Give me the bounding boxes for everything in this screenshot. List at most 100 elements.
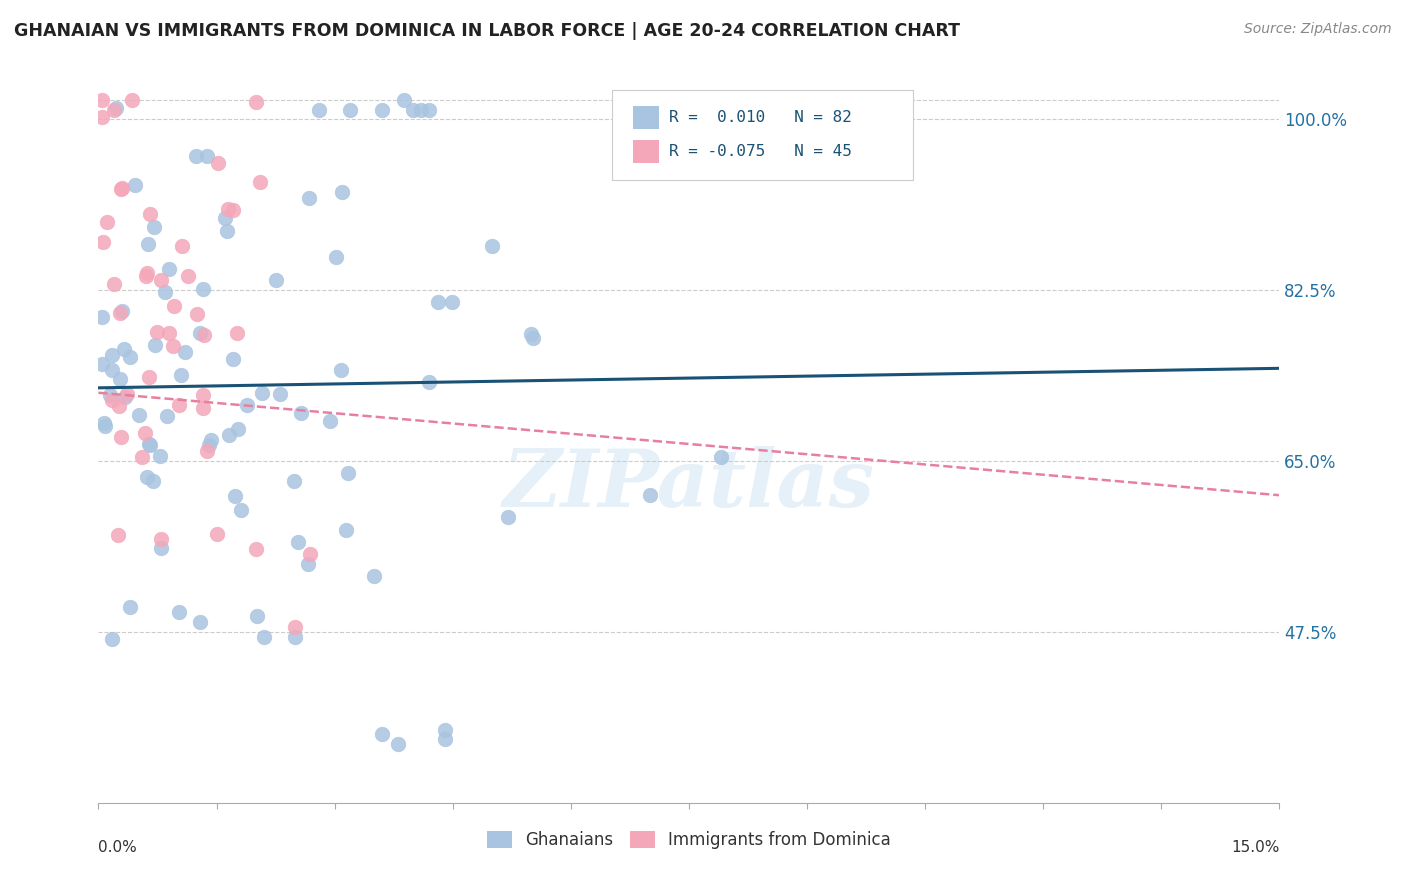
- Point: [138, 370, 160, 384]
- Text: 0.0%: 0.0%: [98, 840, 138, 855]
- Point: [418, 103, 440, 117]
- Point: [214, 211, 236, 226]
- Point: [167, 398, 190, 412]
- Point: [128, 408, 150, 422]
- Point: [283, 474, 305, 488]
- Point: [245, 95, 267, 109]
- Point: [101, 393, 124, 408]
- Point: [222, 352, 245, 367]
- Point: [222, 202, 245, 217]
- Point: [162, 338, 184, 352]
- Point: [638, 488, 661, 502]
- Point: [387, 737, 409, 751]
- Point: [108, 399, 131, 413]
- Point: [217, 224, 239, 238]
- Point: [253, 630, 276, 644]
- Point: [225, 326, 247, 341]
- Point: [112, 342, 135, 356]
- Point: [101, 348, 124, 362]
- Point: [298, 191, 321, 205]
- Point: [402, 103, 425, 117]
- Point: [157, 261, 180, 276]
- Point: [186, 307, 208, 321]
- Point: [325, 250, 347, 264]
- Point: [418, 375, 440, 389]
- Point: [481, 239, 503, 253]
- Point: [170, 368, 193, 382]
- Point: [337, 466, 360, 480]
- Point: [177, 269, 200, 284]
- Point: [188, 615, 211, 629]
- Point: [100, 632, 122, 646]
- Point: [217, 202, 239, 216]
- Point: [91, 110, 114, 124]
- Point: [496, 509, 519, 524]
- FancyBboxPatch shape: [612, 90, 914, 180]
- Point: [104, 101, 127, 115]
- Point: [297, 557, 319, 571]
- Point: [138, 437, 160, 451]
- Point: [153, 285, 176, 299]
- Point: [146, 325, 169, 339]
- Point: [195, 443, 218, 458]
- Point: [319, 414, 342, 428]
- Bar: [634, 106, 659, 129]
- Point: [173, 344, 195, 359]
- Point: [110, 182, 132, 196]
- Point: [150, 273, 173, 287]
- Point: [335, 523, 357, 537]
- Point: [136, 266, 159, 280]
- Point: [91, 310, 114, 324]
- Point: [115, 386, 138, 401]
- Point: [142, 474, 165, 488]
- Point: [371, 103, 394, 117]
- Text: 15.0%: 15.0%: [1232, 840, 1279, 855]
- Point: [371, 727, 394, 741]
- Text: R =  0.010   N = 82: R = 0.010 N = 82: [669, 110, 852, 125]
- Point: [226, 422, 249, 436]
- Point: [156, 409, 179, 423]
- Point: [520, 327, 543, 342]
- Point: [229, 503, 252, 517]
- Point: [118, 350, 141, 364]
- Point: [139, 438, 162, 452]
- Point: [522, 331, 544, 345]
- Point: [103, 277, 125, 292]
- Point: [252, 386, 274, 401]
- Point: [433, 732, 456, 747]
- Point: [93, 235, 115, 249]
- Point: [131, 450, 153, 464]
- Point: [207, 156, 229, 170]
- Point: [163, 299, 186, 313]
- Point: [186, 149, 208, 163]
- Point: [245, 541, 267, 556]
- Point: [114, 390, 136, 404]
- Point: [167, 605, 190, 619]
- Point: [135, 268, 157, 283]
- Point: [710, 450, 733, 464]
- Point: [150, 532, 173, 546]
- Point: [299, 547, 322, 561]
- Point: [103, 103, 125, 117]
- Point: [287, 534, 309, 549]
- Point: [143, 219, 166, 234]
- Point: [111, 180, 134, 194]
- Point: [143, 337, 166, 351]
- Point: [170, 239, 193, 253]
- Point: [224, 489, 246, 503]
- Point: [111, 304, 134, 318]
- Point: [150, 541, 173, 555]
- Text: Source: ZipAtlas.com: Source: ZipAtlas.com: [1244, 22, 1392, 37]
- Point: [191, 401, 214, 416]
- Text: GHANAIAN VS IMMIGRANTS FROM DOMINICA IN LABOR FORCE | AGE 20-24 CORRELATION CHAR: GHANAIAN VS IMMIGRANTS FROM DOMINICA IN …: [14, 22, 960, 40]
- Point: [411, 103, 433, 117]
- Point: [193, 328, 215, 343]
- Point: [190, 326, 212, 341]
- Point: [363, 568, 385, 582]
- Point: [195, 148, 218, 162]
- Point: [264, 273, 287, 287]
- Point: [290, 406, 312, 420]
- Point: [157, 326, 180, 341]
- Point: [198, 437, 221, 451]
- Point: [249, 175, 271, 189]
